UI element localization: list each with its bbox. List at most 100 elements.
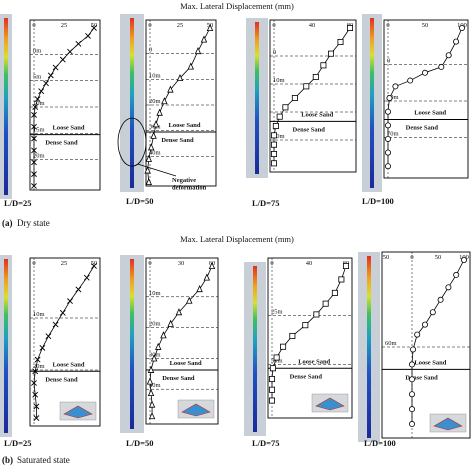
data-point-x-marker xyxy=(91,25,97,31)
data-point-square-marker xyxy=(331,289,338,296)
data-point-circle-marker xyxy=(437,296,444,303)
depth-label: 20m xyxy=(149,321,161,328)
data-point-triangle-marker xyxy=(147,365,155,373)
data-point-triangle-marker xyxy=(155,342,162,350)
depth-label: 40m xyxy=(149,382,161,389)
data-point-triangle-marker xyxy=(147,388,155,397)
data-point-triangle-marker xyxy=(167,85,174,93)
data-point-x-marker xyxy=(31,135,37,142)
caption-letter: (a) xyxy=(2,218,13,228)
data-point-triangle-marker xyxy=(145,177,153,185)
data-point-x-marker xyxy=(31,171,37,178)
chart-frame xyxy=(145,257,219,425)
x-tick-label: 0 xyxy=(270,260,273,267)
x-tick-label: 50 xyxy=(435,254,442,261)
ld-ratio-label: L/D=100 xyxy=(362,196,394,206)
data-point-square-marker xyxy=(322,300,329,307)
ld-ratio-label: L/D=75 xyxy=(252,198,280,208)
depth-label: 20m xyxy=(33,153,45,160)
depth-label: 50m xyxy=(273,133,285,140)
data-point-square-marker xyxy=(342,262,349,269)
loose-sand-label: Loose Sand xyxy=(301,111,333,118)
data-point-triangle-marker xyxy=(148,400,156,408)
x-tick-label: 25 xyxy=(61,260,68,267)
ld-ratio-label: L/D=50 xyxy=(126,196,154,206)
data-point-triangle-marker xyxy=(176,73,184,82)
data-point-triangle-marker xyxy=(206,23,214,31)
x-tick-label: 50 xyxy=(422,22,429,29)
annotation-arrow xyxy=(137,163,177,177)
data-point-square-marker xyxy=(291,95,298,102)
depth-label: 10m xyxy=(33,311,45,318)
ld-ratio-label: L/D=50 xyxy=(126,438,154,448)
annotation-word: deformation xyxy=(172,185,207,192)
data-point-circle-marker xyxy=(445,284,452,291)
x-tick-label: 0 xyxy=(32,22,35,29)
data-point-triangle-marker xyxy=(160,331,167,339)
data-point-x-marker xyxy=(85,32,91,39)
data-point-square-marker xyxy=(268,376,275,383)
depth-label: 10m xyxy=(273,77,285,84)
data-point-square-marker xyxy=(327,50,334,57)
data-point-x-marker xyxy=(47,72,54,79)
data-point-x-marker xyxy=(31,159,37,166)
x-tick-label: 25 xyxy=(177,22,184,29)
chart-frame xyxy=(267,257,353,419)
depth-label: 0 xyxy=(273,49,276,56)
dense-sand-label: Dense Sand xyxy=(162,375,195,382)
data-point-square-marker xyxy=(270,141,277,148)
data-point-triangle-marker xyxy=(186,296,193,304)
data-point-triangle-marker xyxy=(208,261,216,269)
deformed-pile-inset-shape xyxy=(433,417,463,431)
data-point-x-marker xyxy=(32,391,39,398)
ld-ratio-label: L/D=25 xyxy=(4,438,32,448)
data-point-x-marker xyxy=(91,263,97,269)
data-point-circle-marker xyxy=(421,69,428,76)
pile-contour-image xyxy=(370,18,374,188)
data-point-square-marker xyxy=(269,365,276,372)
data-point-square-marker xyxy=(337,39,344,46)
deformed-pile-inset-shape xyxy=(181,403,211,417)
data-point-x-marker xyxy=(52,321,59,328)
subplot-dry-1: 0 25 50 0m 5m 10m 15m 20m Loose Sand Dense Sand L/… xyxy=(0,14,101,208)
data-point-triangle-marker xyxy=(167,319,174,327)
data-point-x-marker xyxy=(31,183,37,189)
data-point-square-marker xyxy=(268,397,275,404)
data-point-triangle-marker xyxy=(144,166,151,174)
data-point-x-marker xyxy=(32,104,39,110)
data-point-x-marker xyxy=(59,56,66,63)
loose-sand-label: Loose Sand xyxy=(53,361,85,368)
depth-label: 20m xyxy=(33,363,45,370)
data-point-triangle-marker xyxy=(152,120,160,128)
data-point-square-marker xyxy=(282,104,289,111)
depth-label: 25m xyxy=(271,308,283,315)
data-point-triangle-marker xyxy=(196,285,203,293)
pile-contour-image xyxy=(130,259,134,429)
data-point-circle-marker xyxy=(458,24,465,31)
chart-frame xyxy=(269,19,357,173)
data-point-circle-marker xyxy=(429,309,436,316)
ld-ratio-label: L/D=100 xyxy=(364,438,396,448)
x-tick-label: 40 xyxy=(306,260,313,267)
loose-sand-label: Loose Sand xyxy=(170,360,202,367)
data-point-square-marker xyxy=(289,332,296,339)
data-point-circle-marker xyxy=(384,163,391,170)
data-point-circle-marker xyxy=(408,406,415,413)
depth-label: 0 xyxy=(149,47,152,54)
data-point-square-marker xyxy=(270,150,277,157)
loose-sand-label: Loose Sand xyxy=(298,358,330,365)
depth-label: 0 xyxy=(387,58,390,65)
ld-ratio-label: L/D=75 xyxy=(252,438,280,448)
data-point-triangle-marker xyxy=(145,154,153,162)
subplot-saturated-1: 0 25 50 10m 20m Loose Sand Dense Sand L/D=25 xyxy=(0,255,101,448)
data-point-square-marker xyxy=(313,311,320,318)
dense-sand-label: Dense Sand xyxy=(405,374,438,381)
depth-label: 20m xyxy=(149,98,161,105)
data-point-triangle-marker xyxy=(156,108,163,116)
data-point-square-marker xyxy=(346,24,353,31)
annotation-word: Negative xyxy=(172,177,196,184)
depth-label: 40m xyxy=(149,149,161,156)
x-tick-label: 0 xyxy=(410,254,413,261)
